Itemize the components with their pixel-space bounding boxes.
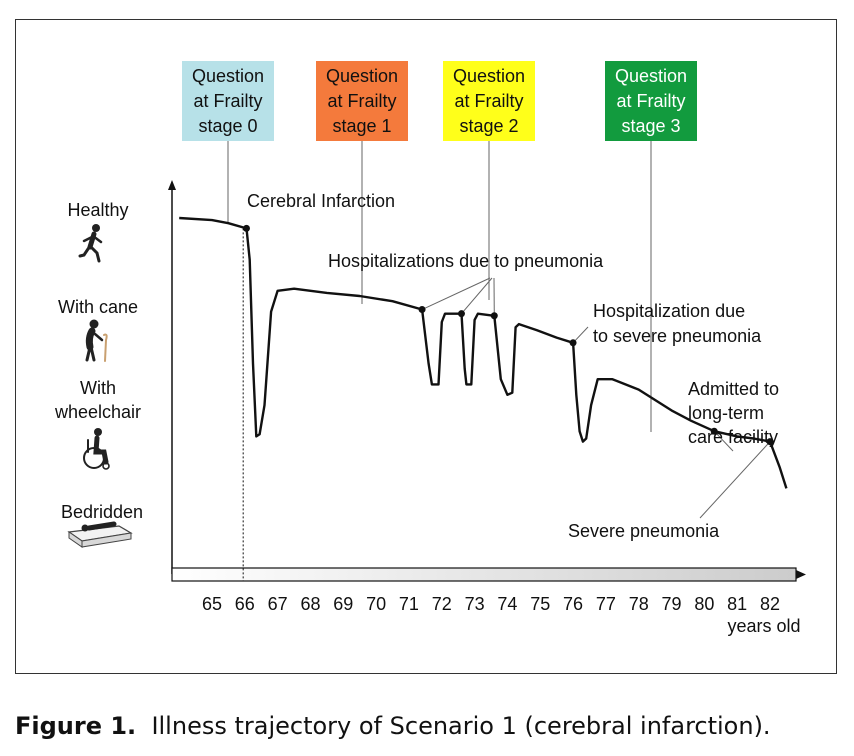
illness-trajectory-figure: Healthy With cane With wheelchair Bedridd… [54,61,806,636]
y-axis-arrow-icon [168,180,176,190]
y-state-label-healthy: Healthy [67,200,128,220]
question-stage-0: Question at Frailty stage 0 [182,61,274,141]
x-tick-77: 77 [596,594,616,614]
running-person-icon [78,224,103,263]
x-tick-66: 66 [235,594,255,614]
x-tick-74: 74 [497,594,517,614]
x-tick-81: 81 [727,594,747,614]
x-tick-68: 68 [300,594,320,614]
caption-text: Illness trajectory of Scenario 1 (cerebr… [151,712,771,740]
event-marker-0 [242,224,250,232]
x-tick-71: 71 [399,594,419,614]
person-with-cane-icon [85,319,108,362]
event-labels: Cerebral Infarction Hospitalizations due… [247,191,779,541]
x-tick-67: 67 [268,594,288,614]
event-markers [242,224,774,446]
leader-severe-pneumonia [699,441,771,519]
question-box-stage-3 [605,61,697,141]
leader-hosp-1 [421,277,491,310]
event-severe-pneumonia-hospitalization: Hospitalization due to severe pneumonia [593,301,762,346]
event-marker-4 [569,339,577,347]
event-marker-6 [766,438,774,446]
event-long-term-care: Admitted to long-term care facility [688,379,779,447]
age-bar [171,567,797,582]
x-tick-69: 69 [333,594,353,614]
y-state-label-with-wheelchair: With wheelchair [54,378,141,422]
leader-hosp-2 [461,277,493,315]
wheelchair-icon [83,428,110,470]
x-tick-75: 75 [530,594,550,614]
figure-caption: Figure 1. Illness trajectory of Scenario… [15,712,771,740]
event-marker-3 [490,312,498,320]
x-tick-73: 73 [465,594,485,614]
x-tick-82: 82 [760,594,780,614]
question-box-stage-0 [182,61,274,141]
bed-icon [67,521,133,548]
question-box-stage-1 [316,61,408,141]
connectors [227,141,771,581]
question-box-stage-2 [443,61,535,141]
event-cerebral-infarction: Cerebral Infarction [247,191,395,211]
question-stage-1: Question at Frailty stage 1 [316,61,408,141]
event-hospitalizations-pneumonia: Hospitalizations due to pneumonia [328,251,604,271]
leader-severe-hosp [572,326,589,344]
x-axis-arrow-icon [796,570,806,579]
caption-label: Figure 1. [15,712,137,740]
y-state-label-bedridden: Bedridden [61,502,143,522]
x-tick-70: 70 [366,594,386,614]
x-tick-labels: 65 66 67 68 69 70 71 72 73 74 75 76 77 78 79 80 81 82 [202,594,780,614]
event-marker-1 [418,306,426,314]
question-stage-3: Question at Frailty stage 3 [605,61,697,141]
event-marker-5 [710,427,718,435]
question-stage-2: Question at Frailty stage 2 [443,61,535,141]
x-tick-72: 72 [432,594,452,614]
y-state-label-with-cane: With cane [58,297,138,317]
x-tick-79: 79 [662,594,682,614]
figure-frame [15,19,837,674]
trajectory-line [179,216,788,489]
event-marker-2 [457,310,465,318]
event-severe-pneumonia: Severe pneumonia [568,521,720,541]
x-tick-80: 80 [694,594,714,614]
x-tick-76: 76 [563,594,583,614]
x-tick-78: 78 [629,594,649,614]
x-tick-65: 65 [202,594,222,614]
y-state-labels: Healthy With cane With wheelchair Bedridd… [54,200,143,522]
x-axis-unit-label: years old [727,616,800,636]
leader-long-term [713,430,734,452]
